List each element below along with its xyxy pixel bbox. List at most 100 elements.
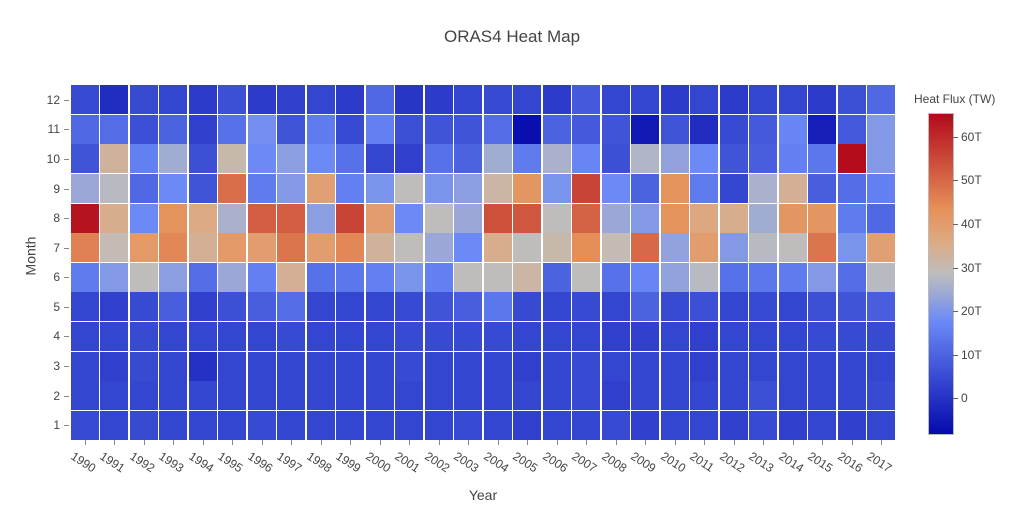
heatmap-cell[interactable]	[306, 233, 335, 263]
heatmap-cell[interactable]	[129, 233, 158, 263]
heatmap-cell[interactable]	[749, 410, 778, 440]
heatmap-cell[interactable]	[542, 174, 571, 204]
heatmap-cell[interactable]	[837, 321, 866, 351]
heatmap-cell[interactable]	[247, 321, 276, 351]
heatmap-cell[interactable]	[336, 85, 365, 115]
heatmap-cell[interactable]	[631, 233, 660, 263]
heatmap-cell[interactable]	[572, 351, 601, 381]
heatmap-cell[interactable]	[719, 262, 748, 292]
heatmap-cell[interactable]	[188, 321, 217, 351]
heatmap-cell[interactable]	[778, 321, 807, 351]
heatmap-cell[interactable]	[867, 114, 896, 144]
heatmap-cell[interactable]	[572, 292, 601, 322]
heatmap-cell[interactable]	[631, 262, 660, 292]
heatmap-cell[interactable]	[336, 144, 365, 174]
heatmap-cell[interactable]	[808, 292, 837, 322]
heatmap-cell[interactable]	[395, 262, 424, 292]
heatmap-cell[interactable]	[100, 144, 129, 174]
heatmap-cell[interactable]	[277, 203, 306, 233]
heatmap-cell[interactable]	[100, 174, 129, 204]
heatmap-cell[interactable]	[601, 233, 630, 263]
heatmap-cell[interactable]	[542, 381, 571, 411]
heatmap-cell[interactable]	[277, 262, 306, 292]
heatmap-cell[interactable]	[454, 410, 483, 440]
heatmap-cell[interactable]	[660, 85, 689, 115]
heatmap-cell[interactable]	[365, 144, 394, 174]
heatmap-cell[interactable]	[218, 203, 247, 233]
heatmap-cell[interactable]	[395, 321, 424, 351]
heatmap-cell[interactable]	[778, 114, 807, 144]
heatmap-cell[interactable]	[454, 292, 483, 322]
heatmap-cell[interactable]	[483, 381, 512, 411]
heatmap-cell[interactable]	[336, 321, 365, 351]
heatmap-cell[interactable]	[719, 351, 748, 381]
heatmap-cell[interactable]	[100, 410, 129, 440]
heatmap-cell[interactable]	[483, 85, 512, 115]
heatmap-cell[interactable]	[690, 233, 719, 263]
heatmap-cell[interactable]	[483, 262, 512, 292]
heatmap-cell[interactable]	[454, 381, 483, 411]
heatmap-cell[interactable]	[631, 321, 660, 351]
heatmap-cell[interactable]	[100, 381, 129, 411]
heatmap-cell[interactable]	[631, 114, 660, 144]
heatmap-cell[interactable]	[129, 321, 158, 351]
heatmap-cell[interactable]	[454, 262, 483, 292]
heatmap-cell[interactable]	[601, 174, 630, 204]
heatmap-cell[interactable]	[690, 410, 719, 440]
heatmap-cell[interactable]	[70, 321, 99, 351]
heatmap-cell[interactable]	[631, 410, 660, 440]
heatmap-cell[interactable]	[837, 203, 866, 233]
heatmap-cell[interactable]	[749, 381, 778, 411]
heatmap-cell[interactable]	[277, 174, 306, 204]
heatmap-cell[interactable]	[100, 114, 129, 144]
heatmap-cell[interactable]	[631, 203, 660, 233]
heatmap-cell[interactable]	[867, 262, 896, 292]
heatmap-cell[interactable]	[483, 114, 512, 144]
heatmap-cell[interactable]	[837, 351, 866, 381]
heatmap-cell[interactable]	[572, 114, 601, 144]
heatmap-cell[interactable]	[749, 351, 778, 381]
heatmap-cell[interactable]	[660, 174, 689, 204]
heatmap-cell[interactable]	[867, 85, 896, 115]
heatmap-cell[interactable]	[837, 381, 866, 411]
heatmap-cell[interactable]	[837, 174, 866, 204]
heatmap-cell[interactable]	[188, 292, 217, 322]
heatmap-cell[interactable]	[483, 203, 512, 233]
heatmap-cell[interactable]	[454, 85, 483, 115]
heatmap-cell[interactable]	[454, 233, 483, 263]
heatmap-cell[interactable]	[188, 381, 217, 411]
heatmap-cell[interactable]	[808, 262, 837, 292]
heatmap-cell[interactable]	[483, 351, 512, 381]
heatmap-cell[interactable]	[247, 85, 276, 115]
heatmap-cell[interactable]	[218, 351, 247, 381]
heatmap-cell[interactable]	[778, 262, 807, 292]
heatmap-cell[interactable]	[129, 381, 158, 411]
heatmap-cell[interactable]	[483, 321, 512, 351]
heatmap-cell[interactable]	[483, 292, 512, 322]
heatmap-cell[interactable]	[247, 351, 276, 381]
heatmap-cell[interactable]	[542, 292, 571, 322]
heatmap-cell[interactable]	[336, 233, 365, 263]
heatmap-cell[interactable]	[631, 85, 660, 115]
heatmap-cell[interactable]	[690, 174, 719, 204]
heatmap-cell[interactable]	[188, 144, 217, 174]
heatmap-cell[interactable]	[808, 114, 837, 144]
heatmap-cell[interactable]	[867, 144, 896, 174]
heatmap-cell[interactable]	[159, 174, 188, 204]
heatmap-cell[interactable]	[247, 114, 276, 144]
heatmap-cell[interactable]	[690, 85, 719, 115]
heatmap-cell[interactable]	[454, 203, 483, 233]
heatmap-cell[interactable]	[218, 144, 247, 174]
heatmap-cell[interactable]	[424, 262, 453, 292]
heatmap-cell[interactable]	[129, 292, 158, 322]
heatmap-cell[interactable]	[129, 85, 158, 115]
heatmap-cell[interactable]	[483, 233, 512, 263]
heatmap-cell[interactable]	[159, 292, 188, 322]
heatmap-cell[interactable]	[218, 292, 247, 322]
heatmap-cell[interactable]	[749, 144, 778, 174]
heatmap-cell[interactable]	[719, 292, 748, 322]
heatmap-grid[interactable]	[70, 85, 896, 440]
heatmap-cell[interactable]	[749, 203, 778, 233]
heatmap-cell[interactable]	[454, 351, 483, 381]
heatmap-cell[interactable]	[690, 114, 719, 144]
